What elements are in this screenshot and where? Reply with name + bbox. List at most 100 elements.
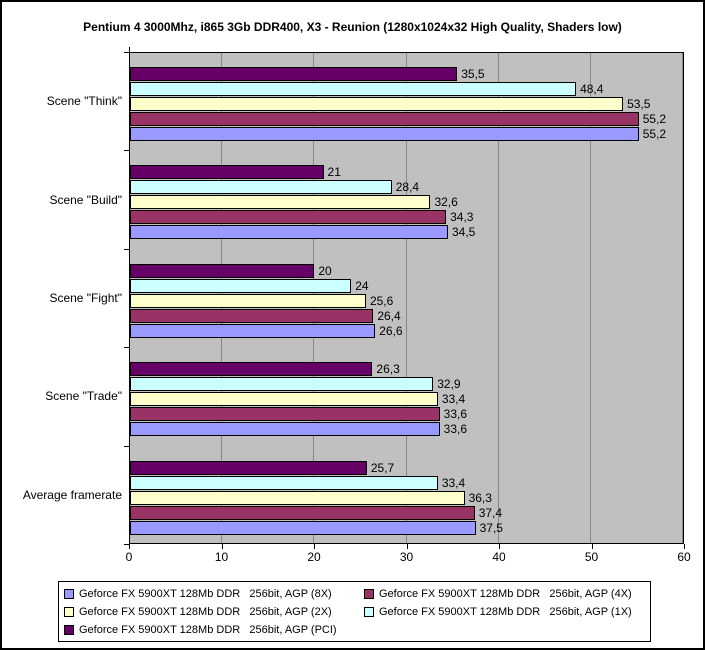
bar (130, 293, 366, 308)
bar-value-label: 28,4 (395, 180, 420, 195)
bar (130, 67, 458, 81)
bar (130, 490, 465, 505)
bar-row: 25,7 (130, 460, 683, 475)
bar (130, 323, 376, 338)
category-label: Average framerate (22, 487, 122, 502)
legend-item: Geforce FX 5900XT 128Mb DDR 256bit, AGP … (64, 624, 364, 636)
bar-value-label: 24 (355, 278, 369, 293)
bar-row: 34,3 (130, 210, 683, 225)
bar (130, 210, 447, 225)
bar-row: 48,4 (130, 82, 683, 96)
legend-swatch-icon (64, 625, 74, 635)
bar-value-label: 35,5 (461, 67, 485, 81)
category-label: Scene "Think" (46, 94, 122, 109)
legend-label: Geforce FX 5900XT 128Mb DDR 256bit, AGP … (379, 588, 632, 600)
legend-swatch-icon (364, 607, 374, 617)
bar-row: 36,3 (130, 490, 683, 505)
legend-swatch-icon (64, 589, 74, 599)
bar-row: 20 (130, 263, 683, 278)
legend-swatch-icon (64, 607, 74, 617)
legend-label: Geforce FX 5900XT 128Mb DDR 256bit, AGP … (79, 624, 337, 636)
plot-area: 35,5 48,4 53,5 55,2 55,2 21 28,4 32,6 34,3 34,5 20… (129, 52, 684, 544)
bar (130, 225, 448, 240)
bar-row: 55,2 (130, 112, 683, 126)
bar-group: 25,7 33,4 36,3 37,4 37,5 (130, 447, 683, 545)
bar-value-label: 37,4 (478, 505, 503, 520)
bar-row: 32,9 (130, 377, 683, 392)
bar-value-label: 34,5 (451, 225, 476, 240)
bar (130, 505, 475, 520)
y-axis-corner-tick (129, 47, 130, 52)
bar-group: 20 24 25,6 26,4 26,6 (130, 250, 683, 348)
x-axis-tick (406, 544, 408, 549)
bar-value-label: 55,2 (642, 112, 667, 126)
bar (130, 112, 639, 126)
gridline (682, 53, 683, 543)
y-axis-tick (124, 52, 129, 53)
legend-item: Geforce FX 5900XT 128Mb DDR 256bit, AGP … (364, 606, 650, 618)
gridline (497, 53, 499, 543)
bar-row: 55,2 (130, 127, 683, 141)
legend: Geforce FX 5900XT 128Mb DDR 256bit, AGP … (58, 581, 651, 642)
bar-value-label: 33,6 (443, 407, 468, 422)
bar-value-label: 26,6 (379, 323, 403, 338)
bar-row: 26,3 (130, 362, 683, 377)
legend-label: Geforce FX 5900XT 128Mb DDR 256bit, AGP … (379, 606, 632, 618)
legend-swatch-icon (364, 589, 374, 599)
x-axis-tick (129, 544, 130, 549)
bar-row: 37,4 (130, 505, 683, 520)
legend-item: Geforce FX 5900XT 128Mb DDR 256bit, AGP … (64, 606, 364, 618)
bar-row: 25,6 (130, 293, 683, 308)
x-axis-tick (591, 544, 593, 549)
bar-value-label: 25,6 (369, 293, 394, 308)
bar (130, 377, 434, 392)
chart-title: Pentium 4 3000Mhz, i865 3Gb DDR400, X3 -… (83, 20, 622, 34)
bar-value-label: 55,2 (642, 127, 667, 141)
y-axis-tick (124, 347, 129, 348)
bar-row: 26,6 (130, 323, 683, 338)
bar-value-label: 36,3 (468, 490, 492, 505)
bar-row: 34,5 (130, 225, 683, 240)
gridline (589, 53, 591, 543)
bar-value-label: 33,4 (441, 475, 466, 490)
bar-value-label: 25,7 (370, 460, 395, 475)
bar-row: 33,4 (130, 392, 683, 407)
legend-label: Geforce FX 5900XT 128Mb DDR 256bit, AGP … (79, 606, 332, 618)
bar-row: 33,6 (130, 407, 683, 422)
bar (130, 278, 352, 293)
gridline (405, 53, 407, 543)
bar-row: 26,4 (130, 308, 683, 323)
bar-value-label: 32,6 (434, 195, 458, 210)
bar-value-label: 33,4 (441, 392, 466, 407)
bar-value-label: 37,5 (479, 520, 503, 535)
category-label: Scene "Fight" (49, 291, 122, 305)
bar-row: 37,5 (130, 520, 683, 535)
bar-value-label: 53,5 (627, 97, 651, 111)
bar-value-label: 32,9 (437, 377, 461, 392)
bar-value-label: 26,4 (377, 308, 401, 323)
bar-value-label: 33,6 (443, 422, 468, 437)
x-axis-label: 40 (492, 550, 506, 564)
bar (130, 165, 324, 180)
y-axis-tick (124, 446, 129, 447)
bar (130, 308, 374, 323)
bar (130, 97, 624, 111)
bar-row: 32,6 (130, 195, 683, 210)
bar-row: 53,5 (130, 97, 683, 111)
bar (130, 460, 367, 475)
bar-group: 35,5 48,4 53,5 55,2 55,2 (130, 53, 683, 151)
bar (130, 180, 392, 195)
legend-item: Geforce FX 5900XT 128Mb DDR 256bit, AGP … (364, 588, 650, 600)
category-label: Scene "Trade" (45, 389, 122, 404)
bar (130, 127, 639, 141)
bar-row: 21 (130, 165, 683, 180)
bar-row: 33,6 (130, 422, 683, 437)
bar (130, 362, 373, 377)
legend-item: Geforce FX 5900XT 128Mb DDR 256bit, AGP … (64, 588, 364, 600)
x-axis-tick (314, 544, 315, 549)
legend-label: Geforce FX 5900XT 128Mb DDR 256bit, AGP … (79, 588, 332, 600)
x-axis-tick (684, 544, 685, 549)
y-axis-tick (124, 544, 129, 545)
bar-group: 21 28,4 32,6 34,3 34,5 (130, 151, 683, 249)
